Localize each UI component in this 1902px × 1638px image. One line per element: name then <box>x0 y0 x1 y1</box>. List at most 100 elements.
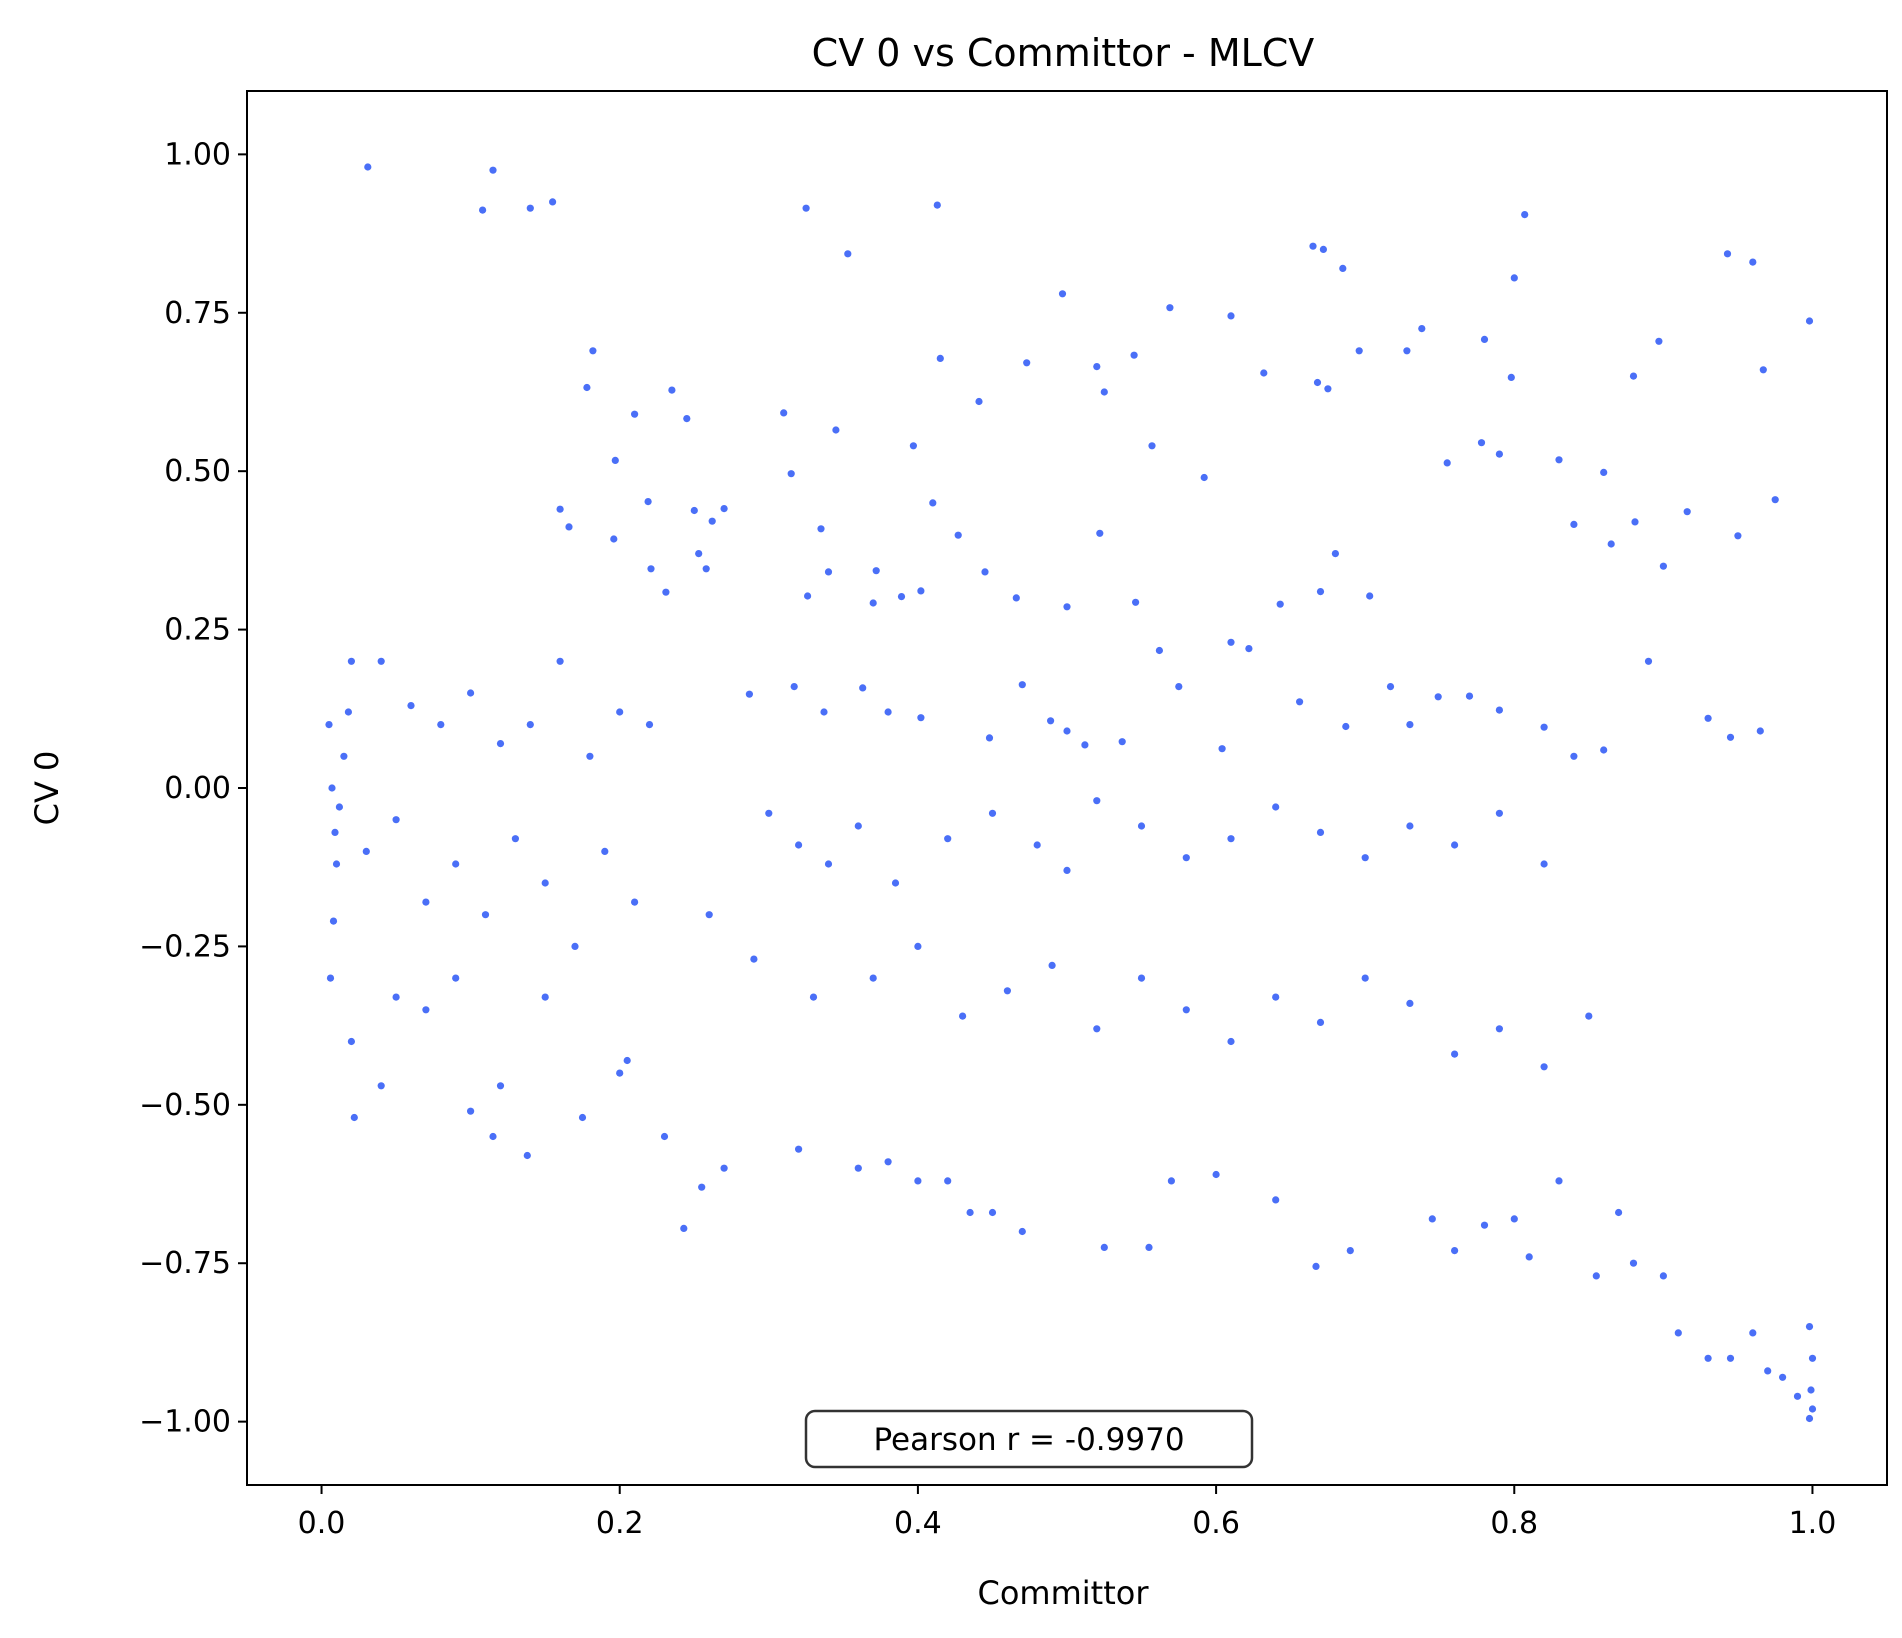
data-point <box>496 740 505 748</box>
data-point <box>1734 532 1742 540</box>
data-point <box>891 879 900 887</box>
data-point <box>452 860 460 868</box>
data-point <box>362 847 370 856</box>
data-point <box>347 1037 355 1046</box>
data-point <box>1100 388 1108 396</box>
data-point <box>1428 1215 1436 1223</box>
data-point <box>1805 317 1814 325</box>
data-point <box>1406 822 1414 830</box>
data-point <box>1342 722 1350 731</box>
data-point <box>1592 1272 1600 1280</box>
x-tick-label: 0.4 <box>894 1506 942 1541</box>
data-point <box>647 565 655 573</box>
data-point <box>1361 854 1369 862</box>
data-point <box>872 567 880 575</box>
data-point <box>832 426 840 434</box>
data-point <box>1726 733 1735 741</box>
data-point <box>1118 738 1126 746</box>
data-point <box>645 721 654 729</box>
data-point <box>481 911 490 919</box>
data-point <box>479 206 487 214</box>
y-tick-label: 0.00 <box>164 771 231 806</box>
data-point <box>1130 351 1138 359</box>
data-point <box>1048 961 1056 970</box>
data-point <box>1366 592 1374 600</box>
data-point <box>698 1183 706 1191</box>
data-point <box>1644 657 1653 665</box>
data-point <box>1495 1025 1503 1033</box>
data-point <box>668 386 676 394</box>
data-point <box>1585 1012 1593 1020</box>
data-point <box>1451 841 1459 849</box>
data-point <box>350 1113 358 1122</box>
data-point <box>1058 290 1067 298</box>
data-point <box>616 708 624 716</box>
data-point <box>1100 1243 1108 1251</box>
data-point <box>1659 1272 1667 1280</box>
data-point <box>1145 1243 1153 1251</box>
data-point <box>571 942 579 951</box>
data-point <box>556 505 564 513</box>
data-point <box>966 1208 974 1217</box>
data-point <box>917 587 925 595</box>
data-point <box>1047 717 1055 725</box>
data-point <box>1212 1170 1220 1179</box>
data-point <box>1495 450 1503 458</box>
data-point <box>1629 1259 1638 1267</box>
data-point <box>802 204 810 212</box>
data-point <box>1182 854 1190 862</box>
y-tick-label: −0.75 <box>139 1246 231 1281</box>
data-point <box>601 847 609 856</box>
data-point <box>1659 562 1667 570</box>
data-point <box>1629 372 1638 380</box>
data-point <box>708 517 716 525</box>
data-point <box>824 860 833 868</box>
data-point <box>795 841 803 849</box>
data-point <box>1386 683 1395 691</box>
data-point <box>452 974 460 982</box>
data-point <box>1570 752 1578 760</box>
data-point <box>720 1164 728 1172</box>
data-point <box>325 721 333 729</box>
data-point <box>556 657 564 665</box>
data-point <box>644 498 652 506</box>
data-point <box>795 1145 803 1153</box>
annotation-box <box>804 1409 1254 1469</box>
data-point <box>1346 1247 1354 1255</box>
data-point <box>1434 693 1442 701</box>
data-point <box>1805 1414 1814 1423</box>
data-point <box>1137 974 1146 982</box>
data-point <box>392 993 400 1001</box>
data-point <box>914 1177 922 1185</box>
data-point <box>1312 1262 1320 1270</box>
data-point <box>1615 1208 1623 1217</box>
data-point <box>1403 347 1411 355</box>
data-point <box>660 1132 669 1141</box>
data-point <box>1779 1373 1787 1381</box>
data-point <box>1155 646 1163 655</box>
data-point <box>817 525 825 533</box>
data-point <box>1704 1354 1712 1362</box>
data-point <box>985 734 994 742</box>
data-point <box>988 1208 997 1217</box>
data-point <box>884 708 892 716</box>
data-point <box>610 535 618 543</box>
data-point <box>944 1177 952 1185</box>
data-point <box>981 568 989 576</box>
data-point <box>1096 529 1104 537</box>
data-point <box>1555 1177 1563 1185</box>
data-point <box>1683 508 1691 516</box>
data-point <box>1495 809 1503 817</box>
data-point <box>1808 1405 1817 1413</box>
data-point <box>631 410 639 418</box>
x-tick-label: 1.0 <box>1789 1506 1837 1541</box>
data-point <box>392 816 400 824</box>
data-point <box>1749 1329 1757 1337</box>
data-point <box>1726 1354 1735 1362</box>
data-point <box>1704 714 1712 722</box>
data-point <box>347 657 355 665</box>
y-tick-label: −1.00 <box>139 1405 231 1440</box>
data-point <box>1324 385 1332 393</box>
data-point <box>1148 442 1156 450</box>
